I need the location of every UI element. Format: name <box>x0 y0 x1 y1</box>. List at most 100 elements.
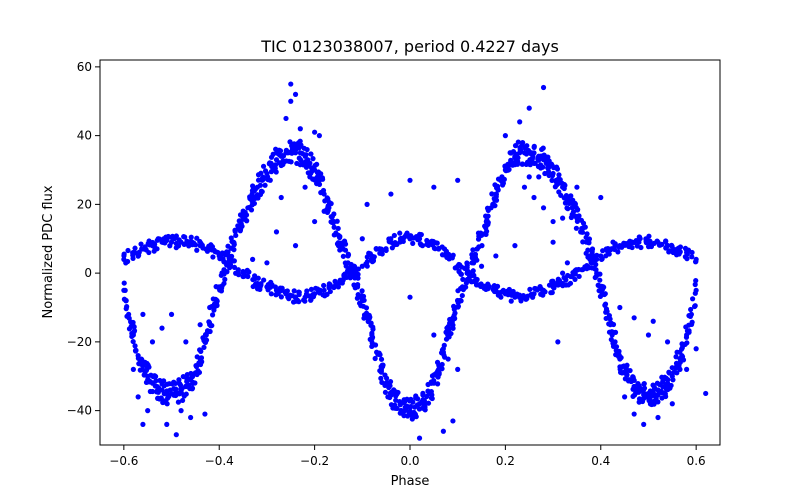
data-point <box>663 381 669 388</box>
outlier-point <box>178 408 184 414</box>
data-point <box>379 248 385 254</box>
data-point <box>610 239 616 245</box>
outlier-point <box>240 273 246 280</box>
data-point <box>570 197 576 203</box>
outlier-point <box>168 311 175 317</box>
data-point <box>285 294 291 300</box>
data-point <box>598 256 605 263</box>
data-point <box>257 182 264 188</box>
data-point <box>189 380 196 387</box>
data-point <box>382 389 389 395</box>
data-point <box>310 156 316 162</box>
outlier-point <box>531 194 537 201</box>
outlier-point <box>273 229 280 235</box>
data-point <box>130 338 136 345</box>
data-point <box>594 270 600 276</box>
data-point <box>647 238 653 244</box>
data-point <box>656 242 663 248</box>
outlier-point <box>540 205 547 211</box>
data-point <box>296 289 302 295</box>
data-point <box>636 383 642 389</box>
data-point <box>308 297 314 303</box>
data-point <box>164 237 170 243</box>
data-point <box>584 231 590 237</box>
data-point <box>549 173 556 179</box>
outlier-point <box>431 184 437 190</box>
data-point <box>519 161 526 167</box>
outlier-point <box>283 115 289 122</box>
data-point <box>627 377 633 383</box>
y-tick-label: 0 <box>84 266 92 280</box>
data-point <box>331 224 337 230</box>
x-tick-label: 0.4 <box>591 454 610 468</box>
data-point <box>692 281 698 288</box>
data-point <box>612 329 619 335</box>
data-point <box>632 385 638 392</box>
outlier-point <box>560 270 566 276</box>
data-point <box>167 243 173 249</box>
data-point <box>355 282 361 288</box>
data-point <box>262 182 268 188</box>
data-point <box>670 377 676 383</box>
data-point <box>388 236 394 242</box>
data-point <box>441 246 448 252</box>
data-point <box>164 388 170 394</box>
data-point <box>489 191 495 197</box>
data-point <box>552 282 558 288</box>
data-point <box>455 288 461 294</box>
data-point <box>304 146 310 153</box>
data-point <box>589 246 595 253</box>
outlier-point <box>312 218 318 225</box>
data-point <box>439 366 445 372</box>
data-point <box>284 288 290 294</box>
data-point <box>574 267 580 273</box>
data-point <box>505 166 511 173</box>
outlier-point <box>617 304 623 311</box>
data-point <box>194 354 200 360</box>
data-point <box>600 248 606 254</box>
data-point <box>278 294 284 300</box>
data-point <box>371 254 377 260</box>
data-point <box>531 160 537 167</box>
data-point <box>231 240 237 246</box>
y-tick-label: 20 <box>77 197 92 211</box>
data-point <box>172 235 178 242</box>
outlier-point <box>622 394 628 400</box>
outlier-point <box>335 243 342 249</box>
data-point <box>650 388 656 394</box>
data-point <box>356 300 363 306</box>
data-point <box>369 259 375 265</box>
data-point <box>485 221 491 228</box>
data-point <box>272 165 278 171</box>
data-point <box>301 297 307 303</box>
data-point <box>627 244 633 250</box>
data-point <box>677 366 683 373</box>
data-point <box>456 261 462 268</box>
data-point <box>413 414 419 420</box>
outlier-point <box>135 394 141 400</box>
data-point <box>310 292 316 298</box>
data-point <box>520 140 526 146</box>
data-point <box>533 286 539 292</box>
data-point <box>642 393 649 399</box>
data-point <box>485 213 491 219</box>
outlier-point <box>302 184 308 190</box>
data-point <box>298 143 304 149</box>
data-point <box>141 372 147 378</box>
data-point <box>185 242 191 248</box>
data-point <box>570 209 577 215</box>
x-tick-label: 0.0 <box>400 454 419 468</box>
data-point <box>180 373 186 380</box>
outlier-point <box>145 408 151 414</box>
outlier-point <box>288 81 294 87</box>
outlier-point <box>292 91 299 97</box>
data-point <box>222 276 228 282</box>
data-point <box>305 157 311 163</box>
data-point <box>617 366 623 372</box>
data-point <box>586 240 592 246</box>
data-point <box>289 150 295 156</box>
data-point <box>123 260 129 266</box>
data-point <box>627 367 633 374</box>
data-point <box>383 375 390 381</box>
data-point <box>351 263 357 269</box>
